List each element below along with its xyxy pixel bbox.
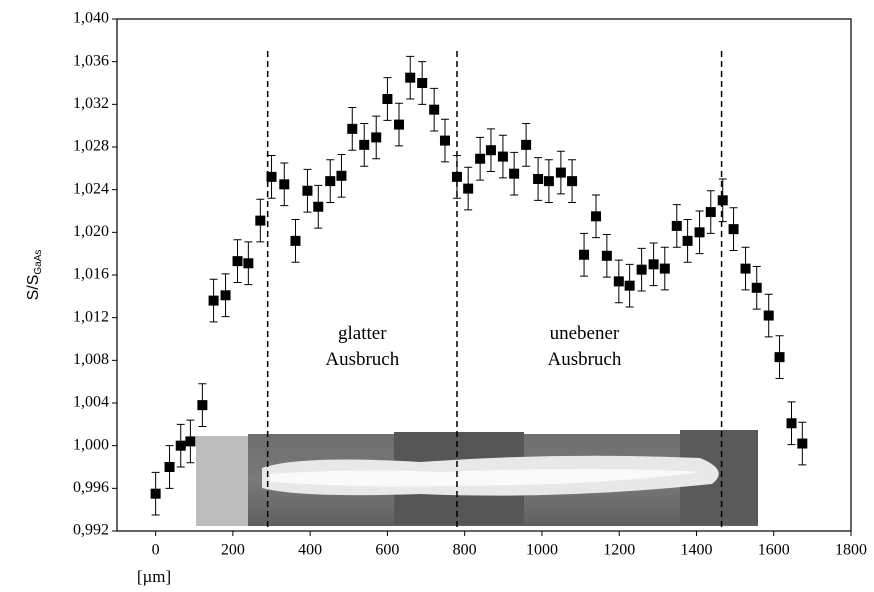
point — [429, 104, 440, 115]
y-tick-label: 1,004 — [73, 394, 109, 411]
point — [636, 264, 647, 275]
point — [648, 259, 659, 270]
y-tick-label: 1,040 — [73, 10, 109, 27]
point — [451, 171, 462, 182]
sample-image — [196, 430, 758, 526]
x-tick-label: 1800 — [835, 542, 867, 559]
point — [509, 168, 520, 179]
point — [613, 276, 624, 287]
point — [728, 224, 739, 235]
point — [475, 153, 486, 164]
point — [232, 256, 243, 267]
annotation: Ausbruch — [325, 349, 399, 370]
point — [243, 258, 254, 269]
y-label-main: S/S — [25, 275, 42, 301]
point — [797, 438, 808, 449]
point — [717, 195, 728, 206]
x-tick-label: 400 — [298, 542, 322, 559]
y-tick-label: 1,008 — [73, 351, 109, 368]
point — [382, 94, 393, 104]
point — [463, 183, 474, 194]
annotation: unebener — [550, 323, 620, 344]
point — [313, 201, 324, 212]
point — [682, 235, 693, 246]
point — [751, 282, 762, 293]
point — [290, 235, 301, 246]
y-tick-label: 1,032 — [73, 95, 109, 112]
point — [220, 290, 231, 301]
point — [197, 400, 208, 411]
point — [659, 263, 670, 274]
point — [671, 220, 682, 231]
annotation: glatter — [338, 323, 387, 344]
point — [740, 263, 751, 274]
point — [705, 207, 716, 218]
y-tick-label: 1,016 — [73, 266, 109, 283]
x-tick-label: 1200 — [603, 542, 635, 559]
point — [579, 249, 590, 260]
point — [347, 123, 358, 134]
x-tick-label: 1000 — [526, 542, 558, 559]
x-tick-label: 1600 — [758, 542, 790, 559]
point — [164, 462, 175, 472]
y-tick-label: 0,992 — [73, 522, 109, 539]
point — [150, 488, 161, 499]
y-tick-label: 1,020 — [73, 223, 109, 240]
point — [359, 139, 370, 150]
point — [336, 170, 347, 181]
y-axis-label: S/SGaAs — [25, 250, 43, 301]
point — [405, 72, 416, 83]
y-tick-label: 0,996 — [73, 479, 109, 496]
x-tick-label: 0 — [152, 542, 160, 559]
y-tick-label: 1,036 — [73, 52, 109, 69]
point — [394, 119, 405, 130]
point — [279, 179, 290, 190]
point — [591, 211, 602, 222]
point — [601, 250, 612, 261]
point — [786, 418, 797, 429]
x-axis-label: [µm] — [137, 567, 171, 586]
point — [371, 132, 382, 143]
point — [439, 135, 450, 146]
point — [417, 78, 428, 88]
point — [774, 352, 785, 363]
point — [555, 167, 566, 178]
point — [325, 176, 336, 187]
point — [185, 436, 196, 447]
x-tick-label: 600 — [375, 542, 399, 559]
point — [175, 440, 186, 451]
y-label-sub: GaAs — [33, 250, 44, 275]
y-tick-label: 1,028 — [73, 138, 109, 155]
point — [485, 145, 496, 156]
point — [521, 139, 532, 150]
point — [694, 227, 705, 238]
point — [624, 280, 635, 291]
x-tick-label: 800 — [453, 542, 477, 559]
point — [266, 171, 277, 182]
y-tick-label: 1,012 — [73, 308, 109, 325]
annotation: Ausbruch — [547, 349, 621, 370]
point — [208, 295, 219, 306]
x-tick-label: 200 — [221, 542, 245, 559]
point — [543, 176, 554, 187]
y-tick-label: 1,000 — [73, 436, 109, 453]
point — [497, 151, 508, 162]
point — [763, 310, 774, 321]
point — [255, 215, 266, 226]
point — [533, 174, 544, 184]
y-tick-label: 1,024 — [73, 180, 109, 197]
x-tick-label: 1400 — [680, 542, 712, 559]
point — [567, 176, 578, 187]
point — [302, 185, 313, 196]
